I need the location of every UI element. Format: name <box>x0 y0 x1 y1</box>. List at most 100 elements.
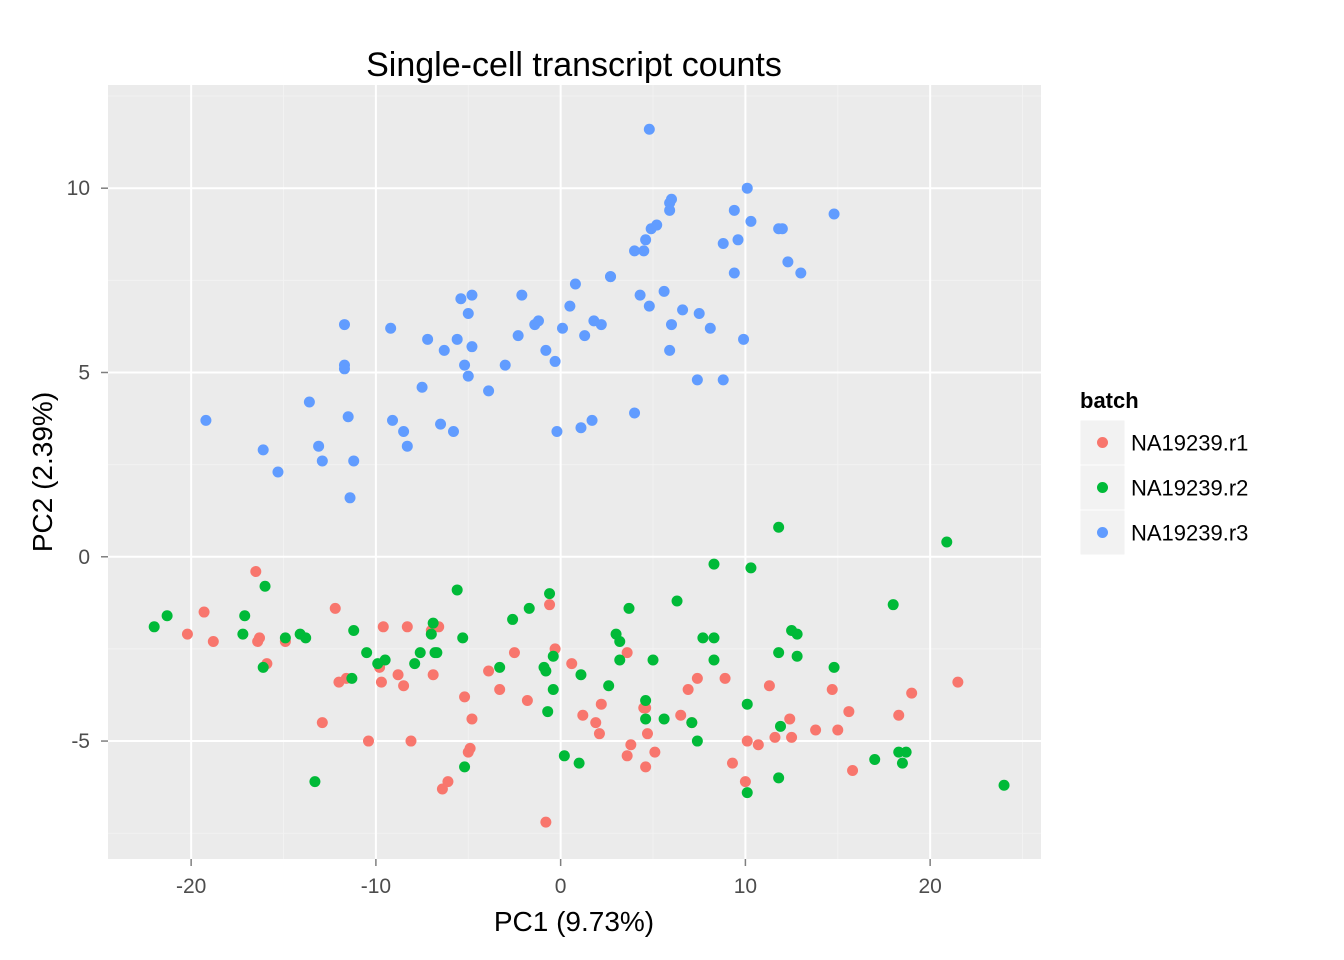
data-point-na19239-r1 <box>521 695 533 707</box>
legend-item: NA19239.r1 <box>1079 419 1248 466</box>
y-tick-label: 0 <box>78 546 90 569</box>
data-point-na19239-r3 <box>483 385 495 397</box>
data-point-na19239-r2 <box>507 613 519 625</box>
data-point-na19239-r2 <box>791 628 803 640</box>
data-point-na19239-r3 <box>338 363 350 375</box>
data-point-na19239-r3 <box>651 219 663 231</box>
data-point-na19239-r2 <box>896 757 908 769</box>
data-point-na19239-r1 <box>752 739 764 751</box>
data-points <box>148 123 1010 828</box>
data-point-na19239-r3 <box>704 322 716 334</box>
data-point-na19239-r3 <box>272 466 284 478</box>
data-point-na19239-r2 <box>697 632 709 644</box>
data-point-na19239-r2 <box>547 650 559 662</box>
data-point-na19239-r2 <box>773 772 785 784</box>
data-point-na19239-r2 <box>427 617 439 629</box>
data-point-na19239-r1 <box>566 658 578 670</box>
data-point-na19239-r2 <box>671 595 683 607</box>
y-tick-label: 5 <box>78 361 90 384</box>
data-point-na19239-r2 <box>259 580 271 592</box>
data-point-na19239-r3 <box>741 182 753 194</box>
data-point-na19239-r1 <box>649 746 661 758</box>
data-point-na19239-r2 <box>457 632 469 644</box>
data-point-na19239-r1 <box>508 647 520 659</box>
y-axis: -5 0 5 10 <box>67 177 108 753</box>
data-point-na19239-r3 <box>313 440 325 452</box>
data-point-na19239-r3 <box>455 293 467 305</box>
data-point-na19239-r2 <box>573 757 585 769</box>
legend-label: NA19239.r3 <box>1131 521 1248 546</box>
data-point-na19239-r3 <box>658 285 670 297</box>
data-point-na19239-r3 <box>435 418 447 430</box>
data-point-na19239-r3 <box>575 422 587 434</box>
data-point-na19239-r2 <box>900 746 912 758</box>
data-point-na19239-r1 <box>832 724 844 736</box>
data-point-na19239-r2 <box>300 632 312 644</box>
data-point-na19239-r1 <box>483 665 495 677</box>
data-point-na19239-r1 <box>769 731 781 743</box>
data-point-na19239-r2 <box>774 720 786 732</box>
data-point-na19239-r2 <box>741 698 753 710</box>
data-point-na19239-r3 <box>745 215 757 227</box>
data-point-na19239-r2 <box>941 536 953 548</box>
data-point-na19239-r2 <box>459 761 471 773</box>
data-point-na19239-r3 <box>257 444 269 456</box>
legend-label: NA19239.r1 <box>1131 431 1248 456</box>
y-tick-label: -5 <box>71 730 90 753</box>
y-tick-label: 10 <box>67 177 90 200</box>
data-point-na19239-r3 <box>462 308 474 320</box>
data-point-na19239-r3 <box>303 396 315 408</box>
data-point-na19239-r2 <box>361 647 373 659</box>
data-point-na19239-r3 <box>586 414 598 426</box>
data-point-na19239-r2 <box>998 779 1010 791</box>
data-point-na19239-r1 <box>625 739 637 751</box>
data-point-na19239-r3 <box>385 322 397 334</box>
data-point-na19239-r2 <box>544 588 556 600</box>
data-point-na19239-r2 <box>348 624 360 636</box>
data-point-na19239-r1 <box>786 731 798 743</box>
data-point-na19239-r1 <box>952 676 964 688</box>
data-point-na19239-r1 <box>763 680 775 692</box>
data-point-na19239-r2 <box>547 683 559 695</box>
data-point-na19239-r3 <box>782 256 794 268</box>
data-point-na19239-r2 <box>523 602 535 614</box>
data-point-na19239-r2 <box>647 654 659 666</box>
data-point-na19239-r1 <box>826 683 838 695</box>
data-point-na19239-r2 <box>431 647 443 659</box>
data-point-na19239-r1 <box>621 750 633 762</box>
data-point-na19239-r3 <box>634 289 646 301</box>
data-point-na19239-r1 <box>250 566 262 578</box>
x-tick-label: 10 <box>734 875 757 898</box>
data-point-na19239-r1 <box>595 698 607 710</box>
data-point-na19239-r3 <box>665 319 677 331</box>
data-point-na19239-r1 <box>442 776 454 788</box>
data-point-na19239-r3 <box>728 267 740 279</box>
data-point-na19239-r2 <box>773 647 785 659</box>
data-point-na19239-r1 <box>726 757 738 769</box>
data-point-na19239-r1 <box>641 728 653 740</box>
data-point-na19239-r1 <box>906 687 918 699</box>
data-point-na19239-r1 <box>375 676 387 688</box>
data-point-na19239-r2 <box>161 610 173 622</box>
data-point-na19239-r2 <box>708 632 720 644</box>
legend-swatch <box>1097 527 1108 538</box>
data-point-na19239-r2 <box>614 654 626 666</box>
data-point-na19239-r1 <box>405 735 417 747</box>
data-point-na19239-r3 <box>401 440 413 452</box>
data-point-na19239-r2 <box>691 735 703 747</box>
data-point-na19239-r2 <box>379 654 391 666</box>
data-point-na19239-r2 <box>425 628 437 640</box>
data-point-na19239-r2 <box>828 661 840 673</box>
data-point-na19239-r2 <box>542 706 554 718</box>
data-point-na19239-r3 <box>738 333 750 345</box>
data-point-na19239-r2 <box>708 558 720 570</box>
data-point-na19239-r3 <box>416 381 428 393</box>
data-point-na19239-r1 <box>427 669 439 681</box>
legend-swatch <box>1097 482 1108 493</box>
data-point-na19239-r1 <box>682 683 694 695</box>
data-point-na19239-r2 <box>558 750 570 762</box>
data-point-na19239-r2 <box>658 713 670 725</box>
data-point-na19239-r3 <box>540 344 552 356</box>
data-point-na19239-r1 <box>741 735 753 747</box>
data-point-na19239-r3 <box>629 245 641 257</box>
